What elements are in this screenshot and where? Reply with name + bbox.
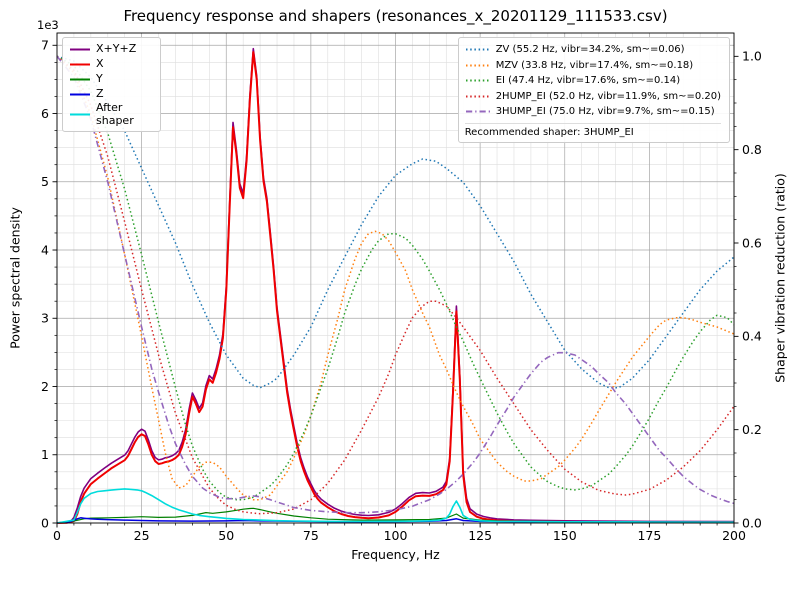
legend-label: MZV (33.8 Hz, vibr=17.4%, sm~=0.18): [495, 59, 694, 71]
legend-item: X+Y+Z: [69, 42, 152, 57]
y-right-tick-label: 0.2: [742, 422, 762, 437]
legend-label: 2HUMP_EI (52.0 Hz, vibr=11.9%, sm~=0.20): [495, 90, 721, 102]
series-line-z: [56, 517, 735, 524]
y-right-tick-label: 0.4: [742, 329, 762, 344]
y-right-tick-label: 1.0: [742, 49, 762, 64]
x-tick-label: 0: [53, 528, 61, 543]
legend-label: Y: [96, 72, 103, 86]
x-axis-label: Frequency, Hz: [351, 547, 440, 562]
y-axis-offset-label: 1e3: [37, 18, 59, 32]
y-axis-label-left: Power spectral density: [7, 207, 23, 349]
x-tick-label: 200: [722, 528, 746, 543]
x-tick-label: 100: [384, 528, 408, 543]
recommended-shaper-note: Recommended shaper: 3HUMP_EI: [464, 122, 721, 138]
x-tick-label: 50: [218, 528, 234, 543]
series-line-after-shaper: [56, 488, 735, 524]
chart-title: Frequency response and shapers (resonanc…: [123, 7, 668, 25]
y-left-tick-label: 6: [41, 106, 49, 121]
legend-psd-rows: X+Y+Z X Y Z After shaper: [69, 42, 152, 127]
series-line-x: [56, 51, 735, 524]
y-left-tick-label: 2: [41, 379, 49, 394]
x-tick-label: 175: [637, 528, 661, 543]
legend-item: After shaper: [69, 101, 152, 127]
legend-item: Y: [69, 72, 152, 87]
legend-shapers-rows: ZV (55.2 Hz, vibr=34.2%, sm~=0.06) MZV (3…: [465, 42, 721, 120]
legend-label: ZV (55.2 Hz, vibr=34.2%, sm~=0.06): [495, 44, 685, 56]
y-axis-label-right: Shaper vibration reduction (ratio): [772, 173, 788, 383]
y-right-tick-label: 0.6: [742, 235, 762, 250]
legend-item: 2HUMP_EI (52.0 Hz, vibr=11.9%, sm~=0.20): [465, 89, 721, 105]
y-left-tick-label: 7: [41, 38, 49, 53]
legend-label: 3HUMP_EI (75.0 Hz, vibr=9.7%, sm~=0.15): [495, 106, 715, 118]
legend-line-sample: [70, 63, 90, 66]
legend-psd: X+Y+Z X Y Z After shaper: [62, 37, 161, 133]
y-left-tick-label: 0: [41, 515, 49, 530]
legend-line-sample: [70, 113, 90, 116]
series-line-2hump-ei: [56, 55, 735, 515]
legend-line-sample: [70, 93, 90, 96]
legend-label: EI (47.4 Hz, vibr=17.6%, sm~=0.14): [495, 75, 681, 87]
legend-item: X: [69, 57, 152, 72]
legend-line-sample: [465, 48, 490, 51]
legend-item: 3HUMP_EI (75.0 Hz, vibr=9.7%, sm~=0.15): [465, 104, 721, 120]
legend-line-sample: [465, 95, 490, 98]
legend-line-sample: [465, 64, 490, 67]
y-left-tick-label: 3: [41, 311, 49, 326]
y-right-tick-label: 0.8: [742, 142, 762, 157]
legend-item: EI (47.4 Hz, vibr=17.6%, sm~=0.14): [465, 73, 721, 89]
legend-line-sample: [70, 48, 90, 51]
legend-label: Z: [96, 87, 104, 101]
legend-label: After shaper: [96, 101, 134, 127]
legend-item: MZV (33.8 Hz, vibr=17.4%, sm~=0.18): [465, 58, 721, 74]
x-tick-label: 25: [134, 528, 150, 543]
series-line-3hump-ei: [56, 55, 735, 514]
y-left-tick-label: 5: [41, 174, 49, 189]
legend-line-sample: [70, 78, 90, 81]
legend-item: Z: [69, 87, 152, 102]
y-right-tick-label: 0.0: [742, 515, 762, 530]
legend-shapers: ZV (55.2 Hz, vibr=34.2%, sm~=0.06) MZV (3…: [457, 37, 730, 143]
legend-label: X+Y+Z: [96, 42, 137, 56]
series-line-ei: [56, 55, 735, 501]
legend-item: ZV (55.2 Hz, vibr=34.2%, sm~=0.06): [465, 42, 721, 58]
series-line-zv: [56, 55, 735, 389]
legend-label: X: [96, 57, 104, 71]
x-tick-label: 150: [553, 528, 577, 543]
x-tick-label: 125: [468, 528, 492, 543]
legend-line-sample: [465, 110, 490, 113]
y-left-tick-label: 4: [41, 242, 49, 257]
y-left-tick-label: 1: [41, 447, 49, 462]
legend-line-sample: [465, 79, 490, 82]
x-tick-label: 75: [303, 528, 319, 543]
